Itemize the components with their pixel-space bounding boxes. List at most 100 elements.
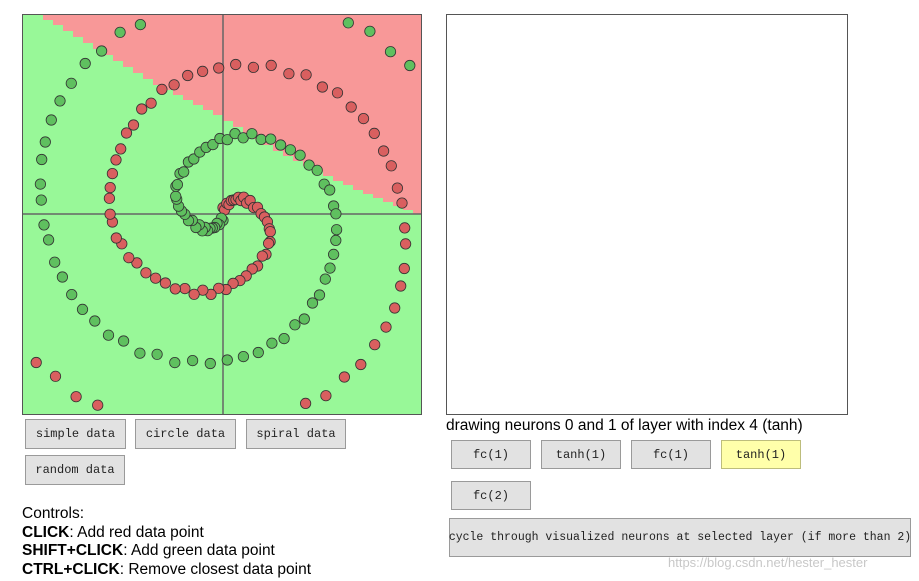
green-data-point: [36, 153, 48, 166]
red-data-point: [227, 277, 239, 289]
red-data-point: [103, 192, 116, 204]
layer-button-tanh-1[interactable]: tanh(1): [541, 440, 621, 469]
green-data-point: [289, 319, 301, 331]
green-data-point: [275, 139, 287, 151]
red-data-point: [399, 222, 411, 234]
controls-heading: Controls:: [22, 505, 85, 522]
red-data-point: [399, 238, 412, 250]
green-data-point: [221, 134, 233, 146]
green-data-point: [294, 149, 306, 161]
green-data-point: [221, 354, 233, 366]
red-data-point: [389, 302, 401, 314]
controls-help: Controls: CLICK: Add red data point SHIF…: [22, 505, 311, 579]
red-data-point: [256, 250, 268, 262]
random-data-button[interactable]: random data: [25, 455, 125, 485]
green-data-point: [43, 234, 55, 246]
green-data-point: [178, 166, 190, 178]
circle-data-button[interactable]: circle data: [135, 419, 236, 449]
green-data-point: [187, 354, 199, 367]
green-data-point: [39, 136, 51, 148]
green-data-point: [54, 95, 66, 107]
red-data-point: [345, 101, 357, 113]
green-data-point: [171, 179, 183, 191]
red-data-point: [104, 208, 116, 220]
red-data-point: [131, 257, 143, 269]
green-data-point: [278, 332, 290, 345]
green-data-point: [151, 348, 163, 360]
green-data-point: [35, 194, 47, 206]
red-data-point: [136, 103, 148, 115]
red-data-point: [264, 226, 276, 238]
green-data-point: [324, 184, 336, 196]
red-data-point: [150, 272, 162, 284]
layer-button-fc-1[interactable]: fc(1): [451, 440, 531, 469]
red-data-point: [380, 321, 392, 333]
red-data-point: [156, 83, 168, 96]
red-data-point: [169, 283, 181, 295]
control-key: CLICK: [22, 523, 70, 541]
green-data-point: [252, 346, 264, 359]
red-data-point: [120, 127, 133, 139]
red-data-point: [395, 280, 407, 292]
green-data-point: [313, 289, 326, 301]
red-data-point: [70, 391, 82, 403]
green-data-point: [49, 256, 61, 268]
watermark-text: https://blog.csdn.net/hester_hester: [668, 555, 868, 570]
green-data-point: [102, 329, 115, 341]
green-data-point: [404, 59, 416, 72]
spiral-data-button[interactable]: spiral data: [246, 419, 346, 449]
red-data-point: [385, 160, 397, 172]
green-data-point: [118, 335, 130, 347]
red-data-point: [357, 113, 370, 125]
red-data-point: [396, 197, 408, 209]
green-data-point: [342, 17, 354, 29]
green-data-point: [311, 164, 323, 176]
red-data-point: [49, 370, 62, 382]
controls-row-ctrl-click: CTRL+CLICK: Remove closest data point: [22, 561, 311, 580]
green-data-point: [266, 337, 278, 349]
controls-row-shift-click: SHIFT+CLICK: Add green data point: [22, 542, 311, 561]
red-data-point: [263, 237, 275, 249]
layer-button-fc-2[interactable]: fc(1): [631, 440, 711, 469]
green-data-point: [364, 25, 376, 37]
red-data-point: [104, 182, 116, 194]
red-data-point: [331, 87, 344, 99]
layer-button-fc-3[interactable]: fc(2): [451, 481, 531, 510]
green-data-point: [255, 133, 267, 146]
green-data-point: [45, 114, 57, 126]
green-data-point: [324, 262, 336, 274]
control-desc: : Add red data point: [69, 523, 204, 541]
decision-boundary-canvas[interactable]: [22, 14, 422, 415]
layer-status-text: drawing neurons 0 and 1 of layer with in…: [446, 417, 803, 434]
red-data-point: [115, 143, 127, 155]
green-data-point: [170, 190, 182, 202]
red-data-point: [140, 267, 152, 279]
red-data-point: [127, 119, 140, 131]
red-data-point: [368, 127, 380, 140]
cycle-neurons-button[interactable]: cycle through visualized neurons at sele…: [449, 518, 911, 557]
red-data-point: [92, 399, 104, 411]
green-data-point: [330, 234, 342, 246]
simple-data-button[interactable]: simple data: [25, 419, 126, 449]
green-data-point: [306, 297, 319, 309]
red-data-point: [145, 97, 157, 109]
red-data-point: [300, 69, 312, 81]
green-data-point: [79, 57, 91, 70]
green-data-point: [96, 45, 108, 57]
green-data-point: [330, 208, 342, 220]
layer-button-tanh-2[interactable]: tanh(1): [721, 440, 801, 469]
red-data-point: [320, 390, 332, 402]
green-data-point: [384, 46, 397, 58]
control-key: CTRL+CLICK: [22, 560, 120, 578]
green-data-point: [327, 248, 340, 260]
green-data-point: [319, 273, 331, 285]
control-desc: : Add green data point: [123, 542, 275, 559]
green-data-point: [284, 144, 296, 156]
red-data-point: [182, 69, 194, 82]
red-data-point: [188, 288, 200, 300]
red-data-point: [197, 65, 209, 78]
red-data-point: [283, 68, 295, 80]
red-data-point: [369, 339, 381, 351]
green-data-point: [65, 77, 77, 89]
green-data-point: [298, 313, 310, 325]
